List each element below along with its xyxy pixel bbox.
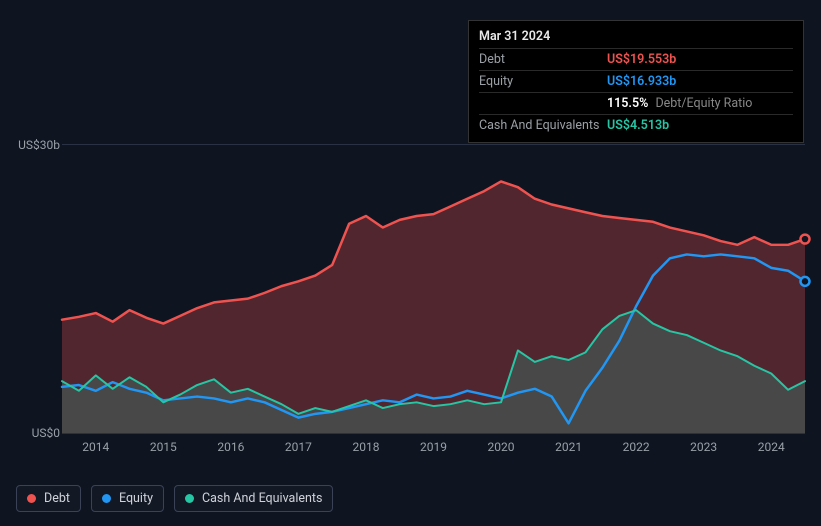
x-tick: 2024: [758, 440, 785, 454]
y-tick-bottom: US$0: [32, 426, 60, 440]
tooltip-ratio-label: Debt/Equity Ratio: [655, 96, 752, 111]
legend-item-cash[interactable]: Cash And Equivalents: [174, 485, 333, 512]
y-tick-top: US$30b: [18, 138, 60, 152]
legend-label: Equity: [119, 491, 153, 506]
tooltip-label: Cash And Equivalents: [479, 118, 607, 133]
chart-tooltip: Mar 31 2024 Debt US$19.553b Equity US$16…: [468, 20, 804, 143]
x-tick: 2015: [150, 440, 177, 454]
x-tick: 2023: [690, 440, 717, 454]
tooltip-row-equity: Equity US$16.933b: [479, 71, 793, 93]
tooltip-value-cash: US$4.513b: [607, 118, 669, 133]
x-tick: 2021: [555, 440, 582, 454]
debt-equity-chart[interactable]: US$30b US$0 2014 2015 2016 2017 2018 2019 2020…: [16, 124, 805, 464]
legend-dot-icon: [27, 494, 36, 503]
legend-item-equity[interactable]: Equity: [91, 485, 164, 512]
tooltip-row-cash: Cash And Equivalents US$4.513b: [479, 115, 793, 136]
x-tick: 2016: [217, 440, 244, 454]
tooltip-value-debt: US$19.553b: [607, 52, 676, 67]
tooltip-label: [479, 96, 607, 111]
legend-dot-icon: [102, 494, 111, 503]
x-tick: 2017: [285, 440, 312, 454]
legend-label: Cash And Equivalents: [202, 491, 322, 506]
tooltip-label: Equity: [479, 74, 607, 89]
x-axis: 2014 2015 2016 2017 2018 2019 2020 2021 2022 2023…: [62, 440, 805, 460]
tooltip-value-equity: US$16.933b: [607, 74, 676, 89]
legend: Debt Equity Cash And Equivalents: [16, 485, 333, 512]
tooltip-label: Debt: [479, 52, 607, 67]
x-tick: 2020: [488, 440, 515, 454]
x-tick: 2019: [420, 440, 447, 454]
legend-dot-icon: [185, 494, 194, 503]
plot-svg: [62, 145, 805, 433]
x-tick: 2022: [623, 440, 650, 454]
legend-label: Debt: [44, 491, 70, 506]
tooltip-row-ratio: 115.5% Debt/Equity Ratio: [479, 93, 793, 115]
tooltip-date: Mar 31 2024: [479, 27, 793, 49]
plot-area[interactable]: [62, 144, 805, 434]
tooltip-ratio-value: 115.5%: [607, 96, 648, 111]
tooltip-row-debt: Debt US$19.553b: [479, 49, 793, 71]
legend-item-debt[interactable]: Debt: [16, 485, 81, 512]
x-tick: 2014: [82, 440, 109, 454]
x-tick: 2018: [352, 440, 379, 454]
